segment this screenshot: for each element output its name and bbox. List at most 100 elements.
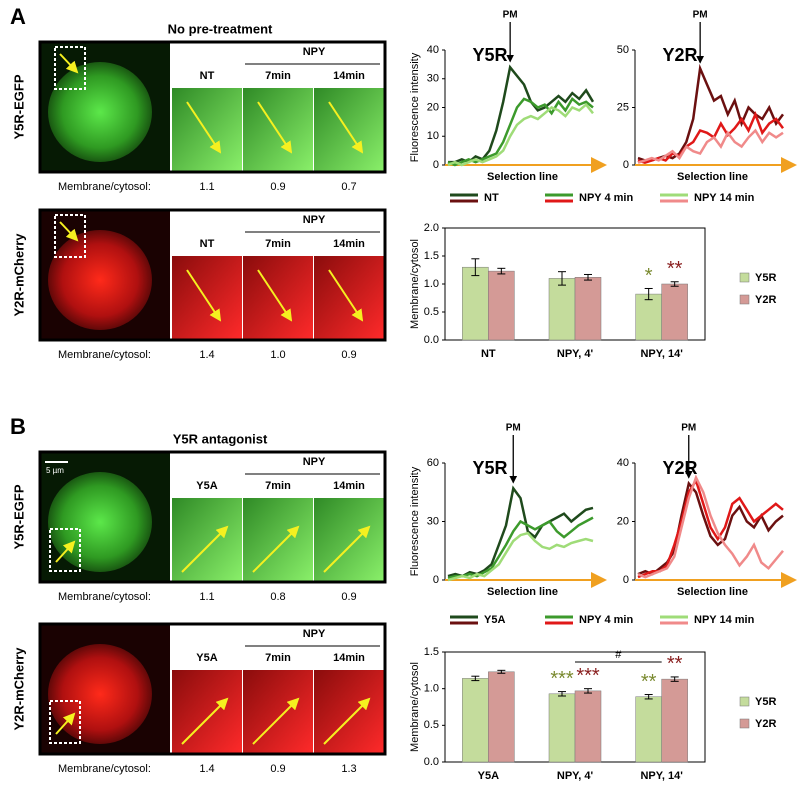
y-tick-label: 0.0 [424,756,439,768]
annotation: PM [693,10,708,21]
bar [661,678,688,763]
y-tick-label: 0.0 [424,334,439,346]
crop-image [172,256,242,340]
crop-image [243,498,313,582]
y-tick-label: 0 [623,574,629,586]
error-bar [471,675,480,682]
column-label: 14min [333,652,365,664]
legend-swatch [739,696,750,707]
crop-image [243,670,313,754]
legend-label: Y5A [484,614,505,626]
bar [488,671,515,763]
y-axis-label: Fluorescence intensity [409,52,421,162]
ratio-value: 1.1 [199,591,214,603]
row-label: Y5R-EGFP [11,484,26,549]
y-axis-label: Fluorescence intensity [409,466,421,576]
legend-label: Y2R [755,718,776,730]
legend-label: Y5R [755,696,776,708]
arrow [252,525,300,573]
bar [548,278,576,341]
chart-title: Y5R [472,458,507,478]
bar [548,693,576,763]
cell-body [48,472,152,572]
y-tick-label: 10 [427,130,439,142]
crop-image [172,88,242,172]
legend-label: NPY 4 min [579,614,633,626]
panel-label: A [10,4,26,29]
significance: * [645,265,653,287]
crop-image [243,256,313,340]
y-axis-label: Membrane/cytosol [409,239,421,329]
bar [574,690,602,763]
y-tick-label: 25 [617,101,629,113]
image-frame [38,622,387,756]
legend-label: Y5R [755,272,776,284]
column-label: NT [200,70,215,82]
error-bar [670,281,679,287]
error-bar [644,694,653,700]
column-label: 7min [265,238,291,250]
series-line [448,64,595,164]
cell-body [48,644,152,744]
legend-swatch [739,718,750,729]
arrow [181,697,229,745]
image-frame [38,208,387,342]
annotation: PM [503,10,518,21]
y-tick-label: 1.0 [424,683,439,695]
x-tick-label: NPY, 14' [640,770,683,782]
series-line [447,516,594,580]
bar [488,270,515,341]
y-tick-label: 30 [427,73,439,85]
ratio-value: 0.9 [270,181,285,193]
x-tick-label: Y5A [478,770,499,782]
legend-swatch [739,272,750,283]
arrow [55,712,76,735]
significance: ** [667,653,683,675]
y-tick-label: 1.5 [424,646,439,658]
series-line [637,128,784,164]
annotation: PM [506,423,521,434]
series-line [637,474,784,579]
arrow [328,101,364,154]
y-tick-label: 0 [433,574,439,586]
y-tick-label: 30 [427,515,439,527]
y-tick-label: 20 [617,515,629,527]
ratio-value: 1.3 [341,763,356,775]
y-tick-label: 1.5 [424,250,439,262]
error-bar [584,273,592,281]
row-label: Y2R-mCherry [11,233,26,317]
y-tick-label: 0 [623,159,629,171]
y-axis-label: Membrane/cytosol [409,662,421,752]
annotation: PM [681,423,696,434]
y-tick-label: 2.0 [424,222,439,234]
cell-body [48,230,152,330]
y-tick-label: 50 [617,44,629,56]
bar [635,293,662,341]
bar [462,678,489,763]
x-axis-label: Selection line [487,586,558,598]
selection-box [54,46,86,90]
ratio-label: Membrane/cytosol: [58,181,151,193]
crop-image [314,256,384,340]
legend-label: NPY 14 min [694,614,755,626]
y-tick-label: 0.5 [424,306,439,318]
arrow [257,101,293,154]
chart-title: Y2R [662,458,697,478]
selection-box [49,528,81,572]
bar [462,266,489,341]
group-label: NPY [303,214,326,226]
ratio-value: 0.9 [341,591,356,603]
error-bar [670,676,679,682]
ratio-value: 0.8 [270,591,285,603]
ratio-value: 1.0 [270,349,285,361]
ratio-label: Membrane/cytosol: [58,591,151,603]
column-label: Y5A [196,480,217,492]
column-label: 7min [265,480,291,492]
ratio-value: 0.7 [341,181,356,193]
series-line [637,480,784,576]
column-label: 7min [265,70,291,82]
arrow [328,269,364,322]
ratio-value: 0.9 [341,349,356,361]
ratio-value: 1.1 [199,181,214,193]
